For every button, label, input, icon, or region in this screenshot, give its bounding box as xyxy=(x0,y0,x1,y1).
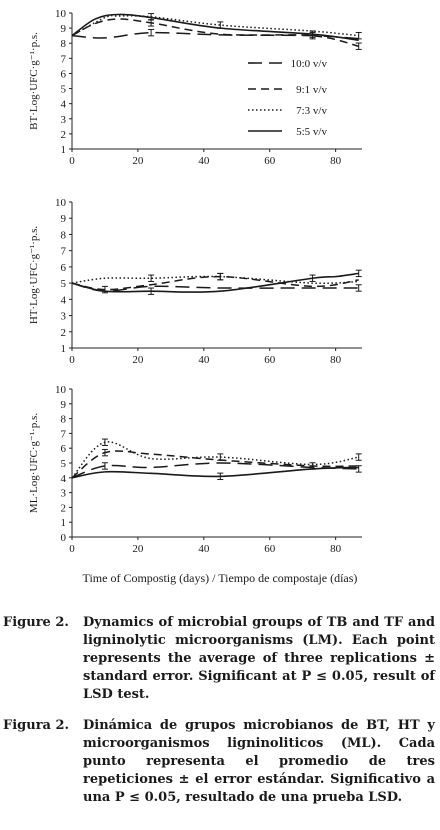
y-tick-label: 8 xyxy=(61,38,67,50)
series-line-5-5 xyxy=(71,272,359,293)
y-tick-label: 8 xyxy=(61,414,67,426)
x-tick-label: 20 xyxy=(132,354,144,366)
y-tick-label: 10 xyxy=(55,197,67,209)
x-tick-label: 0 xyxy=(69,155,75,167)
y-tick-label: 9 xyxy=(61,399,67,411)
x-tick-label: 0 xyxy=(69,543,75,555)
x-tick-label: 80 xyxy=(330,155,342,167)
caption-text-spanish: Dinámica de grupos microbianos de BT, HT… xyxy=(83,718,435,805)
shared-x-axis-label: Time of Compostig (days) / Tiempo de com… xyxy=(82,571,358,585)
caption-label-english: Figure 2. xyxy=(3,615,69,630)
y-tick-label: 4 xyxy=(61,99,67,111)
y-tick-label: 7 xyxy=(61,246,67,258)
figure-caption-english: Figure 2. Dynamics of microbial groups o… xyxy=(3,614,435,704)
series-line-10-0 xyxy=(71,462,359,479)
y-tick-label: 9 xyxy=(61,213,67,225)
x-tick-label: 0 xyxy=(69,354,75,366)
legend-label: 7:3 v/v xyxy=(296,105,327,117)
y-tick-label: 2 xyxy=(61,129,67,141)
series-line-7-3 xyxy=(71,441,359,479)
y-axis-label: ML·Log·UFC·g⁻¹·p.s. xyxy=(28,413,40,513)
series-line-10-0 xyxy=(71,282,359,292)
y-tick-label: 7 xyxy=(61,53,67,65)
legend-label: 5:5 v/v xyxy=(296,126,327,138)
x-tick-label: 60 xyxy=(264,543,276,555)
chart-panel-ht: 1 2 3 4 5 6 7 8 9 10 0 20 40 60 80 HT·Log·UFC·g⁻¹·p.s. xyxy=(28,197,362,366)
y-tick-label: 6 xyxy=(61,443,67,455)
series-line-9-1 xyxy=(71,450,359,479)
y-tick-label: 10 xyxy=(55,384,67,396)
x-tick-label: 20 xyxy=(132,543,144,555)
y-tick-label: 4 xyxy=(61,294,67,306)
series-line-5-5 xyxy=(71,466,359,479)
y-tick-label: 0 xyxy=(61,532,67,544)
x-tick-label: 40 xyxy=(198,543,210,555)
series-line-9-1 xyxy=(71,18,359,47)
y-tick-label: 1 xyxy=(61,144,67,156)
chart-panel-ml: 0 1 2 3 4 5 6 7 8 9 10 0 20 40 60 80 ML·Log·UFC·g⁻¹·p.s. xyxy=(28,384,362,555)
y-tick-label: 10 xyxy=(55,8,67,20)
x-tick-label: 40 xyxy=(198,155,210,167)
y-tick-label: 3 xyxy=(61,488,67,500)
caption-text-english: Dynamics of microbial groups of TB and T… xyxy=(83,615,435,702)
y-tick-label: 6 xyxy=(61,68,67,80)
y-tick-label: 8 xyxy=(61,229,67,241)
y-axis-label: HT·Log·UFC·g⁻¹·p.s. xyxy=(28,226,40,325)
caption-label-spanish: Figura 2. xyxy=(3,718,70,733)
series-line-10-0 xyxy=(71,31,359,40)
x-tick-label: 40 xyxy=(198,354,210,366)
y-axis-label: BT·Log·UFC·g⁻¹·p.s. xyxy=(28,32,40,130)
y-tick-label: 9 xyxy=(61,23,67,35)
x-tick-label: 80 xyxy=(330,354,342,366)
x-tick-label: 60 xyxy=(264,354,276,366)
chart-panel-bt: 1 2 3 4 5 6 7 8 9 10 0 20 40 60 80 BT·Log·UFC·g⁻¹·p.s. 1… xyxy=(28,8,362,167)
y-tick-label: 2 xyxy=(61,502,67,514)
y-tick-label: 1 xyxy=(61,517,67,529)
y-tick-label: 3 xyxy=(61,311,67,323)
y-tick-label: 7 xyxy=(61,428,67,440)
y-tick-label: 6 xyxy=(61,262,67,274)
y-tick-label: 4 xyxy=(61,473,67,485)
series-line-9-1 xyxy=(71,275,359,291)
y-tick-label: 1 xyxy=(61,343,67,355)
chart-legend: 10:0 v/v 9:1 v/v 7:3 v/v 5:5 v/v xyxy=(248,58,327,138)
legend-label: 10:0 v/v xyxy=(291,58,328,70)
legend-label: 9:1 v/v xyxy=(296,84,327,96)
y-tick-label: 3 xyxy=(61,114,67,126)
figure-caption-spanish: Figura 2. Dinámica de grupos microbianos… xyxy=(3,717,435,807)
y-tick-label: 2 xyxy=(61,327,67,339)
y-tick-label: 5 xyxy=(61,84,67,96)
series-line-7-3 xyxy=(71,275,359,285)
x-tick-label: 60 xyxy=(264,155,276,167)
y-tick-label: 5 xyxy=(61,458,67,470)
x-tick-label: 80 xyxy=(330,543,342,555)
y-tick-label: 5 xyxy=(61,278,67,290)
x-tick-label: 20 xyxy=(132,155,144,167)
